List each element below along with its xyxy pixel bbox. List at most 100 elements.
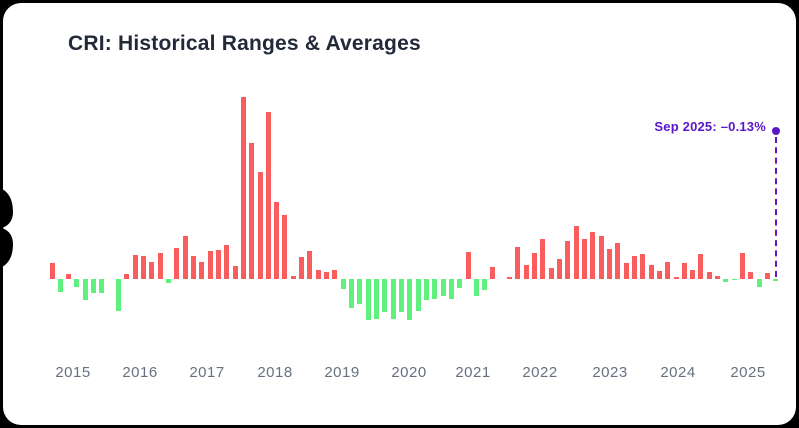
- chart-bar[interactable]: [640, 253, 646, 279]
- chart-bar[interactable]: [482, 279, 488, 290]
- chart-bar[interactable]: [182, 235, 188, 279]
- chart-bar[interactable]: [665, 262, 671, 279]
- chart-bar[interactable]: [299, 256, 305, 279]
- chart-bar[interactable]: [581, 238, 587, 279]
- x-axis-label: 2015: [55, 364, 91, 381]
- chart-bar[interactable]: [557, 259, 563, 279]
- chart-bar[interactable]: [324, 271, 330, 279]
- chart-bar[interactable]: [715, 275, 721, 279]
- chart-bar[interactable]: [149, 262, 155, 279]
- chart-bar[interactable]: [423, 279, 429, 301]
- chart-bar[interactable]: [740, 253, 746, 279]
- chart-bar[interactable]: [731, 279, 737, 281]
- chart-bar[interactable]: [473, 279, 479, 296]
- chart-bar[interactable]: [57, 279, 63, 292]
- x-axis-label: 2024: [660, 364, 696, 381]
- chart-bar[interactable]: [773, 279, 779, 281]
- chart-bar[interactable]: [440, 279, 446, 297]
- chart-bar[interactable]: [432, 279, 438, 300]
- chart-bar[interactable]: [257, 172, 263, 279]
- chart-bar[interactable]: [448, 279, 454, 300]
- chart-bar[interactable]: [332, 269, 338, 279]
- chart-bar[interactable]: [673, 276, 679, 279]
- chart-bar[interactable]: [365, 279, 371, 321]
- chart-bar[interactable]: [765, 273, 771, 279]
- chart-bar[interactable]: [249, 142, 255, 279]
- chart-bar[interactable]: [49, 263, 55, 279]
- chart-bar[interactable]: [124, 274, 130, 279]
- chart-bar[interactable]: [706, 271, 712, 279]
- chart-bar[interactable]: [515, 246, 521, 279]
- chart-bar[interactable]: [623, 262, 629, 279]
- chart-bar[interactable]: [523, 264, 529, 279]
- chart-bar[interactable]: [282, 214, 288, 279]
- chart-bar[interactable]: [199, 262, 205, 279]
- chart-bar[interactable]: [465, 252, 471, 279]
- chart-bar[interactable]: [290, 276, 296, 279]
- chart-bar[interactable]: [382, 279, 388, 312]
- chart-bar[interactable]: [748, 272, 754, 279]
- chart-bar[interactable]: [681, 262, 687, 279]
- chart-bar[interactable]: [698, 254, 704, 279]
- chart-bar[interactable]: [598, 235, 604, 279]
- chart-bar[interactable]: [490, 267, 496, 279]
- chart-bar[interactable]: [507, 276, 513, 279]
- chart-bar[interactable]: [615, 242, 621, 279]
- chart-bar[interactable]: [190, 255, 196, 279]
- annotation-dashed-line: [775, 137, 777, 277]
- chart-bar[interactable]: [349, 279, 355, 309]
- chart-bar[interactable]: [548, 268, 554, 279]
- chart-bar[interactable]: [240, 96, 246, 279]
- chart-bar[interactable]: [66, 274, 72, 279]
- chart-bar[interactable]: [82, 279, 88, 301]
- chart-bar[interactable]: [174, 248, 180, 279]
- chart-bar[interactable]: [457, 279, 463, 289]
- x-axis-label: 2023: [592, 364, 628, 381]
- card-left-tail-notch: [0, 188, 13, 268]
- chart-bar[interactable]: [315, 269, 321, 279]
- x-axis-label: 2022: [522, 364, 558, 381]
- chart-bar[interactable]: [390, 279, 396, 320]
- chart-bar[interactable]: [590, 231, 596, 279]
- chart-bar[interactable]: [656, 270, 662, 279]
- chart-bar[interactable]: [357, 279, 363, 304]
- chart-bar[interactable]: [91, 279, 97, 293]
- chart-bar[interactable]: [756, 279, 762, 287]
- chart-bar[interactable]: [74, 279, 80, 288]
- chart-bar[interactable]: [540, 239, 546, 279]
- x-axis-label: 2017: [189, 364, 225, 381]
- chart-bar[interactable]: [207, 250, 213, 279]
- chart-bar[interactable]: [648, 264, 654, 279]
- x-axis-label: 2021: [455, 364, 491, 381]
- chart-bar[interactable]: [573, 225, 579, 279]
- chart-bar[interactable]: [224, 245, 230, 279]
- x-axis-label: 2025: [730, 364, 766, 381]
- chart-bar[interactable]: [373, 279, 379, 320]
- chart-bar[interactable]: [232, 265, 238, 279]
- chart-bar[interactable]: [415, 279, 421, 311]
- chart-bar[interactable]: [99, 279, 105, 293]
- chart-bar[interactable]: [606, 248, 612, 279]
- annotation-dot: [772, 127, 780, 135]
- chart-bar[interactable]: [165, 279, 171, 284]
- chart-bar[interactable]: [340, 279, 346, 289]
- chart-bar[interactable]: [723, 279, 729, 283]
- chart-bar[interactable]: [307, 250, 313, 279]
- chart-bar[interactable]: [157, 252, 163, 279]
- chart-bar[interactable]: [215, 250, 221, 279]
- chart-bar[interactable]: [631, 256, 637, 279]
- chart-bar[interactable]: [532, 252, 538, 279]
- chart-bar[interactable]: [690, 269, 696, 279]
- chart-bar[interactable]: [407, 279, 413, 321]
- chart-bar[interactable]: [265, 111, 271, 279]
- chart-bar[interactable]: [398, 279, 404, 312]
- chart-card: [3, 3, 796, 425]
- chart-bar[interactable]: [116, 279, 122, 311]
- x-axis-label: 2020: [391, 364, 427, 381]
- chart-bar[interactable]: [141, 256, 147, 279]
- chart-bar[interactable]: [565, 240, 571, 279]
- chart-bar[interactable]: [132, 255, 138, 279]
- chart-bar[interactable]: [274, 202, 280, 279]
